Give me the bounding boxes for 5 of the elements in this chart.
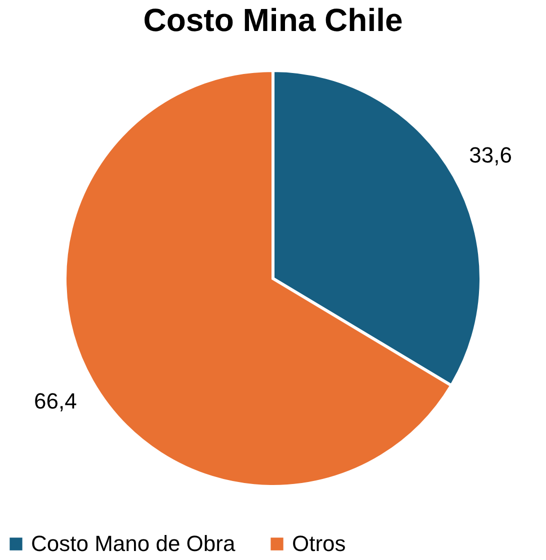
chart-title: Costo Mina Chile bbox=[143, 2, 403, 38]
data-label: 66,4 bbox=[34, 388, 77, 414]
data-label: 33,6 bbox=[469, 142, 512, 168]
legend-label: Otros bbox=[292, 531, 346, 556]
legend-label: Costo Mano de Obra bbox=[31, 531, 236, 556]
